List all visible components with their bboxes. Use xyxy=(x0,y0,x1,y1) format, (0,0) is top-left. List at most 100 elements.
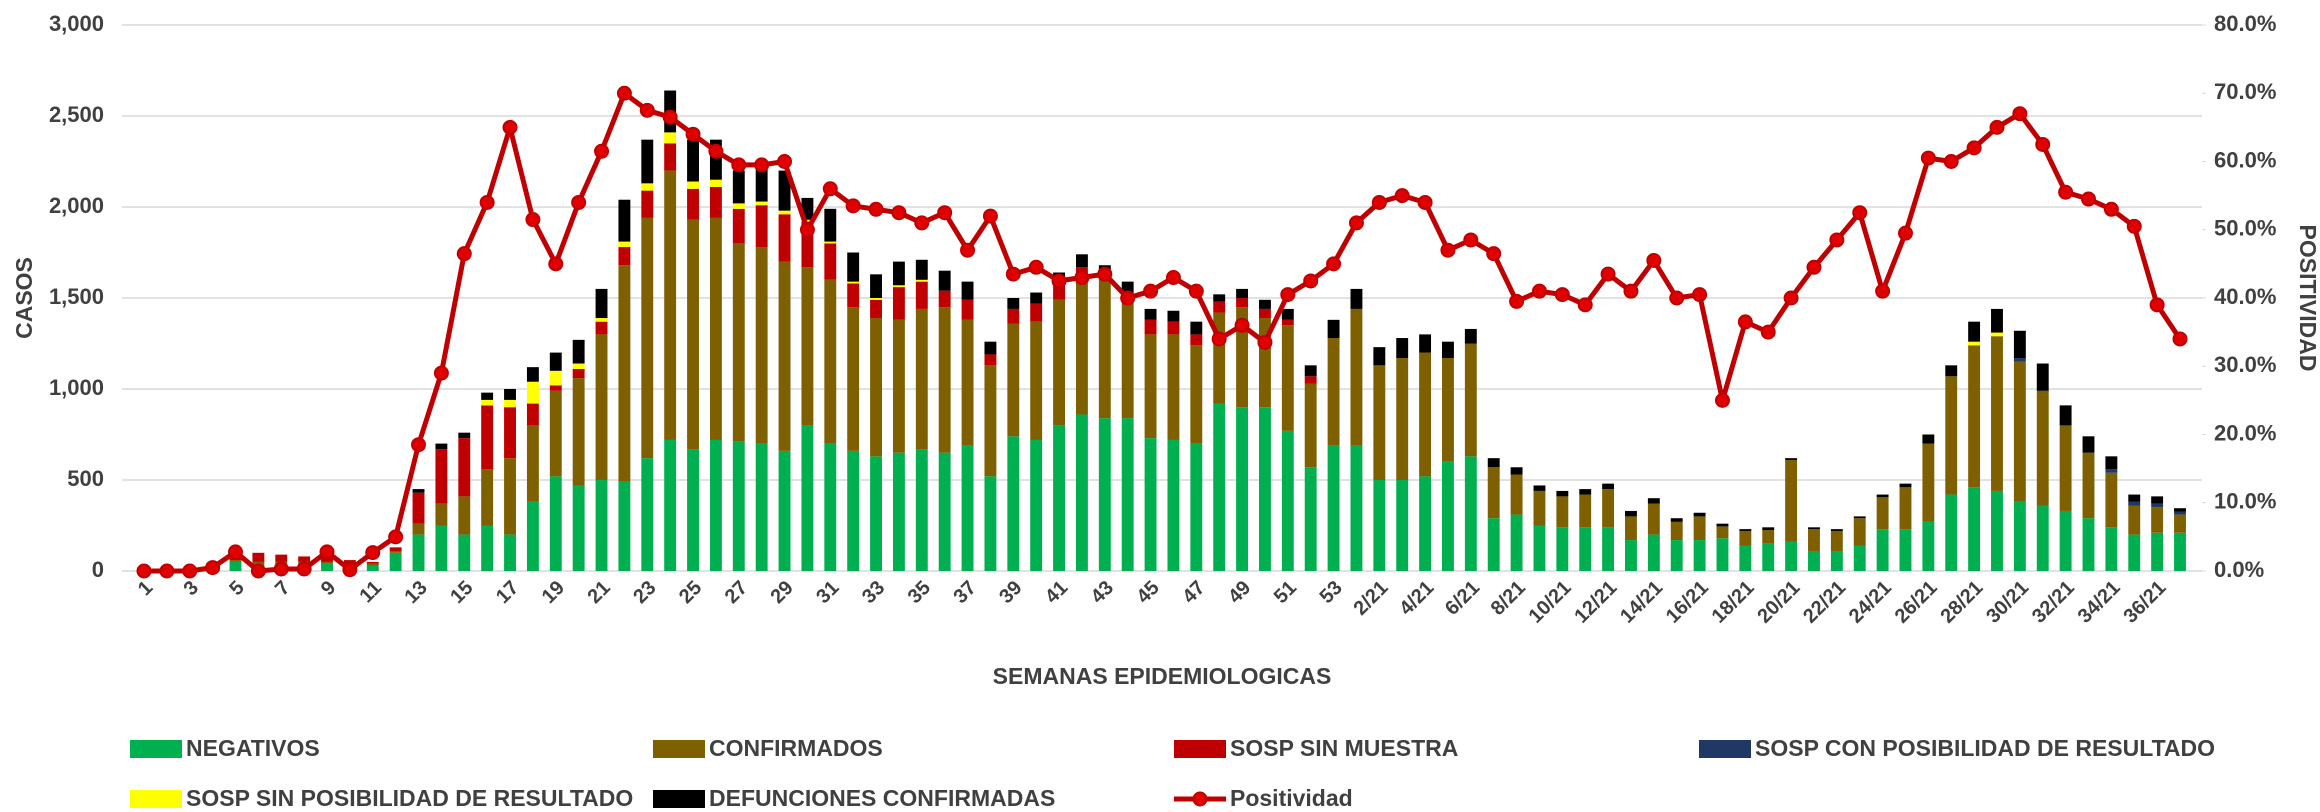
x-tick-label: 11 xyxy=(356,577,387,608)
bar-segment xyxy=(1258,318,1271,408)
bar-segment xyxy=(1281,308,1294,320)
bar-segment xyxy=(664,439,677,571)
bar-segment xyxy=(892,452,905,571)
bar-segment xyxy=(1121,418,1134,571)
line-marker xyxy=(388,529,404,545)
bar-segment xyxy=(824,241,837,244)
bar-segment xyxy=(549,370,562,386)
line-marker xyxy=(205,560,221,576)
bar-segment xyxy=(1670,518,1683,522)
x-tick-label: 17 xyxy=(492,577,523,608)
bar-segment xyxy=(504,534,516,571)
x-tick-label: 18/21 xyxy=(1708,577,1759,628)
bar-segment xyxy=(1693,512,1706,517)
x-tick-label: 27 xyxy=(721,577,752,608)
bar-segment xyxy=(915,308,928,450)
bar-segment xyxy=(870,274,882,298)
bar-segment xyxy=(1167,310,1180,322)
bar-segment xyxy=(1213,294,1226,302)
bar-segment xyxy=(1419,476,1432,571)
bar-segment xyxy=(1144,334,1157,439)
bar-segment xyxy=(1373,347,1386,366)
bar-segment xyxy=(1739,545,1752,571)
line-marker xyxy=(2172,331,2188,347)
legend-swatch xyxy=(130,790,182,808)
bar-segment xyxy=(938,270,951,291)
line-marker xyxy=(1829,232,1845,248)
bar-segment xyxy=(1442,461,1454,571)
line-marker xyxy=(296,561,312,577)
bar-segment xyxy=(1281,430,1294,571)
y-tick-label: 500 xyxy=(67,466,104,491)
bar-segment xyxy=(1442,358,1454,462)
bar-segment xyxy=(275,554,288,562)
x-tick-label: 35 xyxy=(904,577,935,608)
bar-segment xyxy=(641,190,654,218)
line-marker xyxy=(273,561,289,577)
line-marker xyxy=(616,85,632,101)
line-marker xyxy=(960,242,976,258)
y2-tick-label: 80.0% xyxy=(2214,11,2276,36)
bar-segment xyxy=(1693,540,1706,571)
bar-segment xyxy=(1144,308,1157,320)
bar-segment xyxy=(778,214,791,262)
line-marker xyxy=(1188,283,1204,299)
line-marker xyxy=(2080,191,2096,207)
bar-segment xyxy=(1739,529,1752,531)
bar-segment xyxy=(2059,425,2072,511)
bar-segment xyxy=(549,390,562,477)
legend-label: DEFUNCIONES CONFIRMADAS xyxy=(709,785,1055,811)
bar-segment xyxy=(687,181,699,189)
line-marker xyxy=(1440,242,1456,258)
bar-segment xyxy=(1922,434,1935,444)
legend-label: SOSP CON POSIBILIDAD DE RESULTADO xyxy=(1755,735,2215,761)
line-marker xyxy=(754,157,770,173)
bar-segment xyxy=(1419,334,1432,353)
line-marker xyxy=(1600,266,1616,282)
bar-segment xyxy=(824,243,837,280)
bar-segment xyxy=(938,290,951,308)
bar-segment xyxy=(412,534,425,571)
bar-segment xyxy=(1190,334,1203,346)
line-marker xyxy=(365,545,381,561)
bar-segment xyxy=(298,556,311,562)
x-tick-label: 16/21 xyxy=(1662,577,1713,628)
bar-segment xyxy=(961,299,974,320)
bar-segment xyxy=(687,188,699,220)
line-marker xyxy=(1531,283,1547,299)
bar-segment xyxy=(1533,485,1546,491)
line-marker xyxy=(1211,331,1227,347)
bar-segment xyxy=(458,534,471,571)
bar-segment xyxy=(1602,527,1615,571)
bar-segment xyxy=(572,339,585,364)
bar-segment xyxy=(1510,514,1523,571)
bar-segment xyxy=(1991,336,2003,491)
bar-segment xyxy=(1991,332,2003,337)
line-marker xyxy=(1005,266,1021,282)
bar-segment xyxy=(847,450,860,571)
bar-segment xyxy=(732,208,745,244)
bar-segment xyxy=(1098,418,1111,571)
bar-segment xyxy=(572,378,585,486)
bar-segment xyxy=(1167,439,1180,571)
x-tick-label: 13 xyxy=(400,577,431,608)
bar-segment xyxy=(1830,550,1843,571)
bar-segment xyxy=(687,219,699,450)
line-marker xyxy=(1280,287,1296,303)
bar-segment xyxy=(2105,456,2118,470)
bar-segment xyxy=(732,243,745,442)
bar-segment xyxy=(572,485,585,571)
line-marker xyxy=(1646,252,1662,268)
bar-segment xyxy=(321,561,333,564)
bar-segment xyxy=(526,367,539,382)
bar-segment xyxy=(801,219,814,222)
legend-marker xyxy=(1192,791,1208,807)
bar-segment xyxy=(1075,254,1088,268)
y2-tick-label: 20.0% xyxy=(2214,420,2276,445)
bar-segment xyxy=(709,139,722,180)
bar-segment xyxy=(1762,543,1775,571)
bar-segment xyxy=(755,443,768,571)
bar-segment xyxy=(321,558,333,562)
bar-segment xyxy=(801,267,814,426)
y-tick-label: 1,500 xyxy=(49,284,104,309)
